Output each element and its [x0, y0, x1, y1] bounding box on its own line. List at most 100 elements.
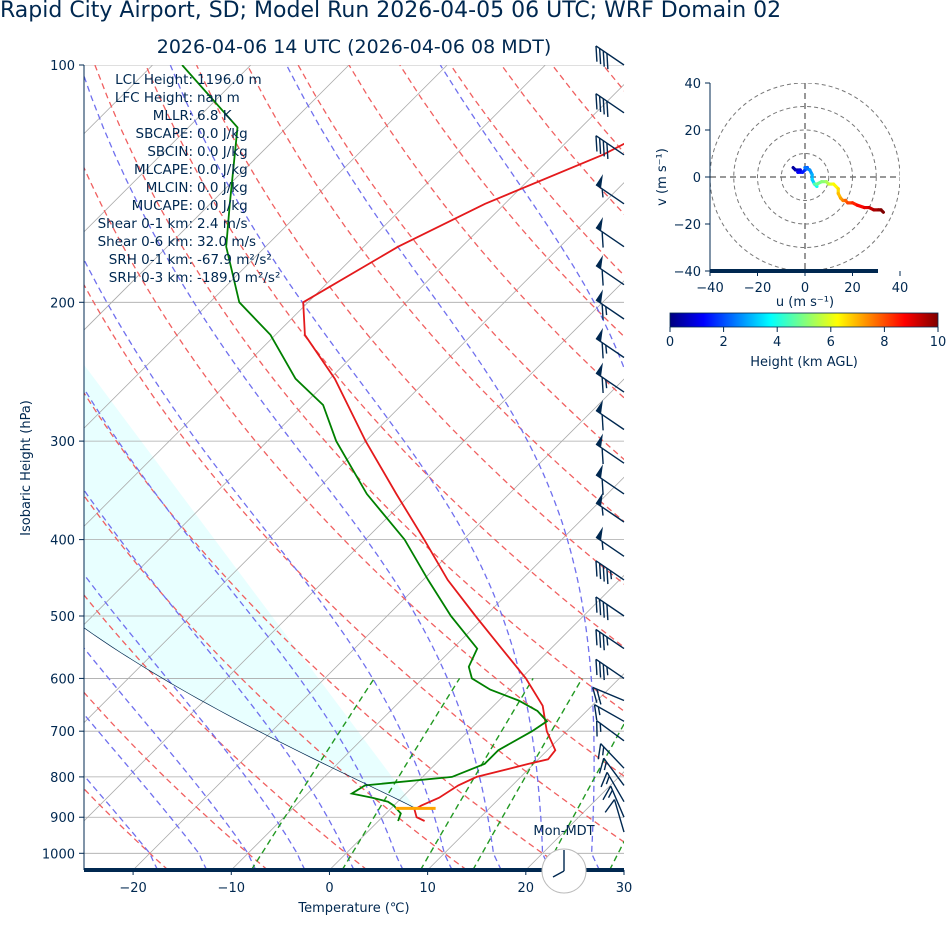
- moist-adiabat: [84, 387, 404, 870]
- dry-adiabat: [297, 65, 624, 461]
- parameter-value: -67.9 m²/s²: [197, 252, 272, 268]
- dry-adiabat: [84, 494, 468, 870]
- parameter-value: 1196.0 m: [197, 72, 262, 88]
- isotherm-line: [427, 673, 624, 870]
- wind-barb: [595, 433, 625, 465]
- parameter-name: SBCAPE:: [135, 126, 193, 142]
- colorbar-label: Height (km AGL): [750, 355, 858, 370]
- wind-barb: [604, 799, 625, 833]
- wind-barb: [602, 785, 625, 818]
- hodo-x-tick-label: 0: [801, 281, 809, 296]
- wind-barb: [595, 720, 625, 742]
- y-tick-label: 100: [50, 59, 75, 74]
- skewt-xlabel: Temperature (℃): [297, 901, 409, 916]
- wind-barb: [595, 492, 625, 523]
- x-tick-label: 20: [518, 881, 535, 896]
- isotherm-line: [84, 65, 252, 233]
- parameter-value: 0.0 J/kg: [197, 144, 248, 160]
- hodo-ylabel: v (m s⁻¹): [655, 148, 670, 206]
- dry-adiabat: [348, 65, 624, 399]
- wind-barb: [597, 743, 625, 769]
- wind-barb: [595, 596, 625, 621]
- hodo-y-tick-label: 20: [684, 124, 701, 139]
- temperature-profile: [302, 142, 624, 822]
- parcel-shading: [84, 65, 416, 809]
- main-title: Rapid City Airport, SD; Model Run 2026-0…: [0, 0, 782, 23]
- parameter-value: 32.0 m/s: [197, 234, 257, 250]
- x-tick-label: 30: [616, 881, 633, 896]
- wind-barb: [595, 362, 625, 394]
- y-tick-label: 600: [50, 672, 75, 687]
- mixing-ratio-line: [472, 678, 583, 870]
- x-tick-label: −20: [119, 881, 146, 896]
- parcel-trace: [84, 627, 416, 809]
- y-tick-label: 200: [50, 296, 75, 311]
- moist-adiabat: [84, 74, 502, 870]
- parameter-name: MLCAPE:: [133, 162, 193, 178]
- y-tick-label: 900: [50, 811, 75, 826]
- wind-barb: [595, 658, 625, 681]
- parameter-value: 0.0 J/kg: [197, 162, 248, 178]
- parameter-name: LFC Height:: [114, 90, 193, 106]
- hodo-y-tick-label: −40: [674, 265, 701, 280]
- wind-barb: [595, 526, 625, 557]
- wind-barb: [595, 399, 625, 431]
- wind-barb: [600, 771, 625, 803]
- parameter-name: SBCIN:: [147, 144, 193, 160]
- wind-barb: [595, 217, 625, 248]
- parameter-value: 0.0 J/kg: [197, 126, 248, 142]
- y-tick-label: 700: [50, 725, 75, 740]
- y-tick-label: 800: [50, 771, 75, 786]
- isotherm-line: [84, 182, 624, 724]
- wind-barb: [595, 327, 625, 359]
- hodo-x-tick-label: −40: [696, 281, 723, 296]
- parameter-value: -189.0 m²/s²: [197, 270, 281, 286]
- parameter-name: MUCAPE:: [131, 198, 193, 214]
- parameter-value: 6.8 K: [197, 108, 232, 124]
- wind-barb: [592, 686, 625, 705]
- hodo-x-tick-label: 40: [892, 281, 909, 296]
- wind-barb: [598, 757, 625, 786]
- parameter-value: 2.4 m/s: [197, 216, 248, 232]
- dry-adiabat: [145, 65, 624, 648]
- hodo-x-tick-label: −20: [744, 281, 771, 296]
- x-tick-label: 10: [419, 881, 436, 896]
- skewt-ylabel: Isobaric Height (hPa): [19, 400, 34, 536]
- parameter-name: SRH 0-1 km:: [108, 252, 193, 268]
- sub-title: 2026-04-06 14 UTC (2026-04-06 08 MDT): [156, 36, 552, 58]
- colorbar: [669, 312, 939, 328]
- wind-barb: [595, 135, 625, 159]
- isotherm-line: [329, 574, 624, 870]
- isotherm-line: [230, 476, 624, 870]
- isotherm-line: [84, 280, 624, 822]
- y-tick-label: 1000: [42, 847, 75, 862]
- dry-adiabat: [84, 787, 169, 870]
- y-tick-label: 300: [50, 435, 75, 450]
- clock-hour-hand: [552, 870, 565, 878]
- wind-barb: [595, 93, 625, 117]
- moist-adiabat: [285, 65, 601, 870]
- parameter-value: nan m: [197, 90, 240, 106]
- mixing-ratio-line: [419, 678, 534, 870]
- parameter-name: Shear 0-6 km:: [97, 234, 193, 250]
- moist-adiabat: [84, 573, 306, 870]
- dry-adiabat: [195, 65, 624, 585]
- colorbar-tick-label: 2: [719, 335, 727, 350]
- dry-adiabat: [84, 691, 269, 870]
- x-tick-label: −10: [218, 881, 245, 896]
- moist-adiabat: [84, 647, 257, 870]
- colorbar-tick-label: 4: [773, 335, 781, 350]
- mixing-ratio-line: [544, 722, 624, 870]
- hodo-y-tick-label: 0: [693, 171, 701, 186]
- wind-barb: [595, 45, 625, 70]
- wind-barb: [595, 464, 625, 495]
- moist-adiabat: [169, 65, 551, 870]
- wind-barb: [595, 560, 625, 585]
- parameter-name: LCL Height:: [115, 72, 193, 88]
- dry-adiabat: [84, 166, 624, 777]
- hodo-ring: [733, 106, 877, 248]
- dry-adiabat: [84, 283, 624, 843]
- wind-barb: [595, 174, 625, 205]
- wind-barb: [595, 628, 625, 651]
